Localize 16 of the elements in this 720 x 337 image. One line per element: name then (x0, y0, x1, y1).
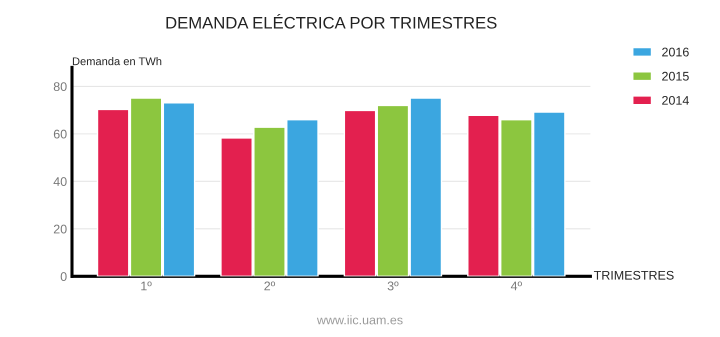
legend-label: 2015 (662, 72, 689, 81)
y-tick-label: 80 (54, 82, 67, 92)
y-tick-label: 0 (60, 272, 67, 281)
text: www.iic.uam.es (316, 315, 403, 324)
chart-title: DEMANDA ELÉCTRICA POR TRIMESTRES (166, 14, 497, 29)
y-tick-label: 40 (54, 177, 67, 186)
x-tick-label: 4º (510, 282, 522, 290)
x-tick-label: 2º (264, 282, 276, 290)
x-tick-label: 3º (388, 282, 399, 290)
y-tick-label: 60 (54, 130, 67, 139)
x-tick-label: 1º (141, 282, 152, 290)
x-axis-title: TRIMESTRES (594, 270, 674, 280)
y-tick-label: 20 (54, 224, 67, 234)
legend-label: 2016 (662, 48, 689, 56)
y-axis-title: Demanda en TWh (72, 57, 162, 66)
legend-label: 2014 (662, 96, 689, 105)
